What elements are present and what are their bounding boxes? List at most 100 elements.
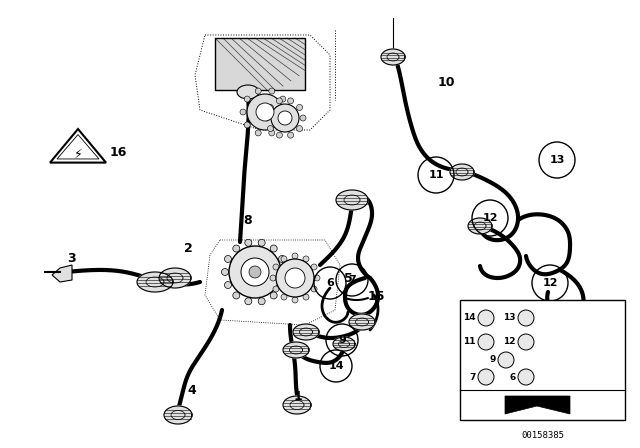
Text: 10: 10 bbox=[437, 76, 455, 89]
Text: 12: 12 bbox=[483, 213, 498, 223]
Text: 6: 6 bbox=[326, 278, 334, 288]
Circle shape bbox=[255, 130, 261, 136]
Text: 7: 7 bbox=[348, 275, 356, 285]
Circle shape bbox=[478, 334, 494, 350]
Text: 14: 14 bbox=[463, 314, 476, 323]
Circle shape bbox=[287, 98, 294, 104]
Ellipse shape bbox=[278, 255, 285, 263]
Polygon shape bbox=[505, 396, 570, 414]
Ellipse shape bbox=[245, 239, 252, 246]
Text: 7: 7 bbox=[470, 372, 476, 382]
Circle shape bbox=[268, 104, 273, 110]
Ellipse shape bbox=[237, 85, 259, 99]
Polygon shape bbox=[381, 49, 405, 65]
Polygon shape bbox=[137, 272, 173, 292]
Circle shape bbox=[240, 109, 246, 115]
Circle shape bbox=[518, 369, 534, 385]
Ellipse shape bbox=[270, 292, 277, 299]
Circle shape bbox=[478, 369, 494, 385]
Circle shape bbox=[255, 88, 261, 94]
Ellipse shape bbox=[221, 268, 228, 276]
Ellipse shape bbox=[292, 297, 298, 303]
Circle shape bbox=[276, 259, 314, 297]
Circle shape bbox=[518, 310, 534, 326]
Ellipse shape bbox=[270, 245, 277, 252]
Circle shape bbox=[478, 310, 494, 326]
Circle shape bbox=[300, 115, 306, 121]
Circle shape bbox=[269, 130, 275, 136]
Circle shape bbox=[296, 125, 303, 132]
Circle shape bbox=[296, 104, 303, 110]
Text: 12: 12 bbox=[542, 278, 557, 288]
Text: 9: 9 bbox=[490, 356, 496, 365]
Ellipse shape bbox=[281, 256, 287, 262]
Text: 15: 15 bbox=[367, 289, 385, 302]
Polygon shape bbox=[50, 129, 106, 163]
Polygon shape bbox=[283, 396, 311, 414]
Ellipse shape bbox=[233, 292, 240, 299]
Circle shape bbox=[241, 258, 269, 286]
Text: 11: 11 bbox=[463, 337, 476, 346]
Ellipse shape bbox=[303, 256, 309, 262]
Ellipse shape bbox=[311, 264, 317, 270]
Ellipse shape bbox=[258, 239, 265, 246]
Circle shape bbox=[498, 352, 514, 368]
Ellipse shape bbox=[258, 298, 265, 305]
Polygon shape bbox=[293, 324, 319, 340]
Circle shape bbox=[244, 96, 250, 102]
Text: 6: 6 bbox=[509, 372, 516, 382]
Circle shape bbox=[276, 98, 282, 104]
Text: 11: 11 bbox=[428, 170, 444, 180]
Circle shape bbox=[249, 266, 261, 278]
Circle shape bbox=[280, 96, 286, 102]
Polygon shape bbox=[333, 337, 355, 351]
Ellipse shape bbox=[233, 245, 240, 252]
Text: 8: 8 bbox=[244, 214, 252, 227]
Circle shape bbox=[285, 268, 305, 288]
Ellipse shape bbox=[225, 255, 232, 263]
Polygon shape bbox=[349, 314, 375, 330]
Polygon shape bbox=[468, 218, 492, 234]
Text: 1: 1 bbox=[294, 389, 302, 402]
Text: 13: 13 bbox=[504, 314, 516, 323]
Ellipse shape bbox=[292, 253, 298, 259]
Polygon shape bbox=[215, 38, 305, 90]
Polygon shape bbox=[450, 164, 474, 180]
Circle shape bbox=[268, 125, 273, 132]
Ellipse shape bbox=[273, 264, 279, 270]
Ellipse shape bbox=[278, 281, 285, 289]
Polygon shape bbox=[283, 342, 309, 358]
Ellipse shape bbox=[314, 275, 320, 281]
Text: 5: 5 bbox=[344, 271, 353, 284]
Circle shape bbox=[284, 109, 290, 115]
Text: 13: 13 bbox=[549, 155, 564, 165]
Polygon shape bbox=[159, 268, 191, 288]
Ellipse shape bbox=[311, 286, 317, 292]
Ellipse shape bbox=[273, 286, 279, 292]
Text: 4: 4 bbox=[188, 383, 196, 396]
Ellipse shape bbox=[245, 298, 252, 305]
Ellipse shape bbox=[303, 294, 309, 300]
Ellipse shape bbox=[281, 294, 287, 300]
Ellipse shape bbox=[225, 281, 232, 289]
Bar bbox=[460, 300, 625, 420]
Text: 00158385: 00158385 bbox=[522, 431, 564, 440]
Circle shape bbox=[256, 103, 274, 121]
Text: 16: 16 bbox=[109, 146, 127, 159]
Polygon shape bbox=[52, 265, 72, 282]
Circle shape bbox=[247, 94, 283, 130]
Text: 12: 12 bbox=[504, 337, 516, 346]
Circle shape bbox=[278, 111, 292, 125]
Circle shape bbox=[276, 132, 282, 138]
Text: ⚡: ⚡ bbox=[74, 147, 83, 160]
Ellipse shape bbox=[270, 275, 276, 281]
Text: 2: 2 bbox=[184, 241, 193, 254]
Circle shape bbox=[229, 246, 281, 298]
Polygon shape bbox=[336, 190, 368, 210]
Text: 9: 9 bbox=[338, 335, 346, 345]
Polygon shape bbox=[164, 406, 192, 424]
Ellipse shape bbox=[282, 268, 289, 276]
Circle shape bbox=[271, 104, 299, 132]
Circle shape bbox=[287, 132, 294, 138]
Circle shape bbox=[244, 122, 250, 128]
